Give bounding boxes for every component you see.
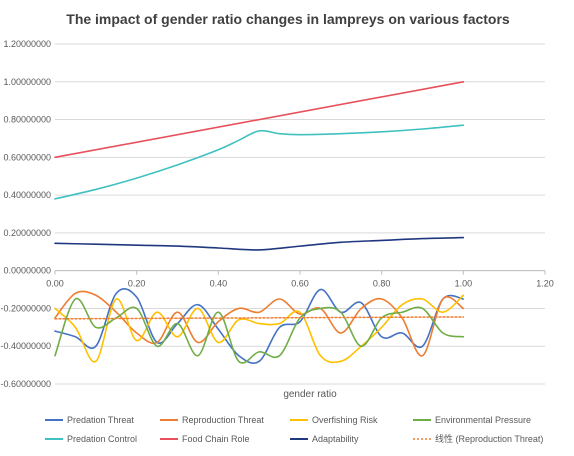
y-tick-label: 0.80000000 [3,115,51,125]
y-tick-label: 1.00000000 [3,77,51,87]
grid [55,43,545,385]
y-tick-label: 1.20000000 [3,39,51,49]
x-tick-label: 0.20 [128,279,146,289]
x-tick-label: 1.00 [455,279,473,289]
series-line [54,294,465,364]
x-tick-label: 0.00 [46,279,64,289]
x-tick-label: 0.60 [291,279,309,289]
series-line [54,80,465,159]
series-line [54,236,465,251]
legend-label: Adaptability [312,434,359,444]
x-axis-title: gender ratio [283,389,337,400]
x-tick-label: 0.40 [210,279,228,289]
y-tick-label: 0.40000000 [3,190,51,200]
legend-label: Reproduction Threat [182,415,264,425]
y-tick-label: -0.20000000 [0,303,51,313]
legend-label: Predation Control [67,434,137,444]
legend-label: 线性 (Reproduction Threat) [435,433,543,444]
y-tick-label: 0.00000000 [3,266,51,276]
x-tick-label: 0.80 [373,279,391,289]
series-line [54,124,465,200]
y-tick-label: 0.60000000 [3,152,51,162]
y-tick-label: 0.20000000 [3,228,51,238]
legend: Predation Threat Reproduction Threat Overf… [45,415,543,444]
y-tick-label: -0.40000000 [0,341,51,351]
x-tick-label: 1.20 [536,279,554,289]
series-line [54,287,465,364]
legend-label: Predation Threat [67,415,134,425]
series-line [54,316,465,320]
legend-label: Environmental Pressure [435,415,531,425]
legend-label: Overfishing Risk [312,415,378,425]
axes: 1.20000000 1.00000000 0.80000000 0.60000000… [0,39,553,389]
chart-title: The impact of gender ratio changes in la… [66,11,510,27]
series-line [54,297,465,364]
series [54,80,465,364]
legend-label: Food Chain Role [182,434,250,444]
y-tick-label: -0.60000000 [0,379,51,389]
